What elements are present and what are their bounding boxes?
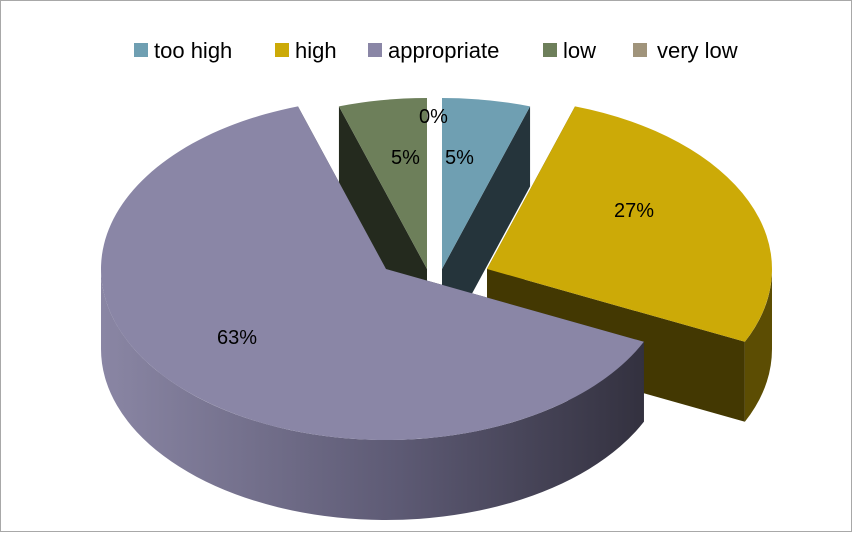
legend-label-too-high: too high [154,38,232,63]
legend-label-very-low: very low [657,38,738,63]
legend-entry-very-low: very low [633,38,738,63]
legend-label-high: high [295,38,337,63]
slice-high [487,106,772,342]
legend-swatch-low [543,43,557,57]
legend-swatch-very-low [633,43,647,57]
slice-low [338,98,427,269]
data-labels: 5% 27% 63% 5% 0% [217,106,654,349]
data-label-high: 27% [614,200,654,222]
slice-too-high [442,98,531,269]
slice-too-high-cut-face-2 [442,106,531,349]
legend-label-appropriate: appropriate [388,38,499,63]
legend-entry-appropriate: appropriate [368,38,499,63]
legend-swatch-appropriate [368,43,382,57]
data-label-appropriate: 63% [217,327,257,349]
legend-swatch-high [275,43,289,57]
legend-swatch-too-high [134,43,148,57]
pie-slices [101,98,772,520]
data-label-too-high: 5% [445,147,474,169]
slice-high-wall [744,269,772,422]
legend-entry-too-high: too high [134,38,232,63]
legend-entry-low: low [543,38,596,63]
slice-appropriate-wall [101,269,644,520]
data-label-low: 5% [391,147,420,169]
legend-entry-high: high [275,38,337,63]
legend-label-low: low [563,38,596,63]
data-label-very-low: 0% [419,106,448,128]
legend: too high high appropriate low very low [134,38,738,63]
slice-appropriate [101,106,644,441]
